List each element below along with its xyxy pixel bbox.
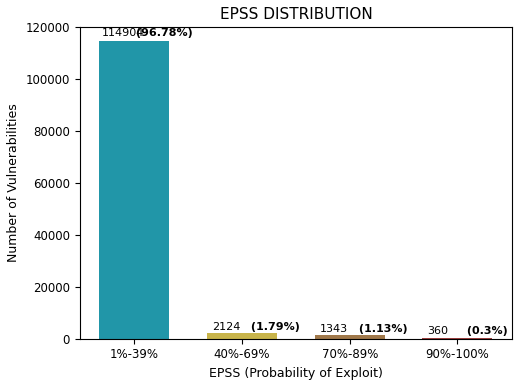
Text: (1.79%): (1.79%) bbox=[248, 322, 301, 332]
Text: (0.3%): (0.3%) bbox=[463, 326, 508, 336]
Text: (96.78%): (96.78%) bbox=[132, 28, 193, 38]
Text: 360: 360 bbox=[427, 326, 448, 336]
Bar bbox=[207, 333, 277, 339]
X-axis label: EPSS (Probability of Exploit): EPSS (Probability of Exploit) bbox=[209, 367, 383, 380]
Text: (1.13%): (1.13%) bbox=[355, 324, 408, 334]
Text: 114904: 114904 bbox=[102, 28, 144, 38]
Text: 1343: 1343 bbox=[320, 324, 348, 334]
Title: EPSS DISTRIBUTION: EPSS DISTRIBUTION bbox=[220, 7, 372, 22]
Bar bbox=[315, 335, 385, 339]
Y-axis label: Number of Vulnerabilities: Number of Vulnerabilities bbox=[7, 104, 20, 262]
Bar bbox=[99, 41, 169, 339]
Bar bbox=[422, 338, 493, 339]
Text: 2124: 2124 bbox=[212, 322, 240, 332]
